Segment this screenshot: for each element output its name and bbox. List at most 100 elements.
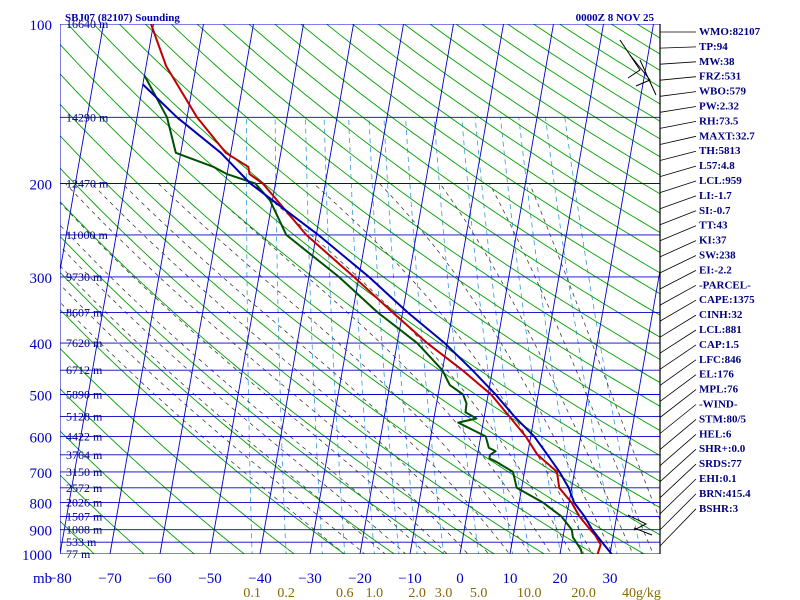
dry-adiabat <box>196 24 660 361</box>
index-value: HEL:6 <box>699 428 732 440</box>
isotherm-line <box>159 24 254 554</box>
moist-adiabat <box>60 283 366 554</box>
sounding-traces <box>142 24 613 554</box>
index-value: BSHR:3 <box>699 503 739 515</box>
pressure-tick-label: 700 <box>30 466 53 482</box>
index-value: RH:73.5 <box>699 115 739 127</box>
dry-adiabat <box>222 24 660 338</box>
dry-adiabats <box>60 24 660 554</box>
wind-connector <box>659 106 697 113</box>
pressure-tick-label: 600 <box>30 430 53 446</box>
temperature-tick-label: −60 <box>148 571 171 587</box>
mixing-ratio-tick-label: 0.6 <box>336 586 354 600</box>
wind-connector <box>659 255 697 274</box>
dry-adiabat <box>325 24 660 254</box>
height-label: 3150 m <box>66 465 103 479</box>
dry-adiabat <box>60 520 95 554</box>
moist-adiabat <box>60 224 427 554</box>
dry-adiabat <box>274 24 660 295</box>
index-value: TT:43 <box>699 220 728 232</box>
isotherm-line <box>60 24 154 554</box>
wind-connector <box>659 344 697 370</box>
wind-connector <box>659 493 697 531</box>
moist-adiabat <box>200 183 552 554</box>
moist-adiabat <box>60 301 346 554</box>
series-parcel-line <box>142 83 613 554</box>
wind-connector <box>659 448 697 482</box>
mixing-ratio-tick-label: 10.0 <box>517 586 542 600</box>
height-label: 1008 m <box>66 523 103 537</box>
wind-connector <box>659 478 697 515</box>
wind-connector <box>659 240 697 258</box>
moist-adiabat <box>489 183 654 554</box>
wind-connector <box>659 463 697 499</box>
wind-connector <box>659 210 697 226</box>
temperature-tick-label: −10 <box>398 571 421 587</box>
height-label: 5890 m <box>66 388 103 402</box>
index-value: CINH:32 <box>699 309 743 321</box>
pressure-tick-label: 1000 <box>22 548 52 564</box>
isotherm-line <box>609 267 660 554</box>
wind-barb <box>619 39 641 79</box>
series-temperature-line <box>150 24 602 554</box>
moist-adiabat <box>60 201 448 554</box>
index-value: SI:-0.7 <box>699 205 731 217</box>
isotherm-line <box>509 24 604 554</box>
wind-connector <box>659 121 697 129</box>
dry-adiabat <box>60 430 195 554</box>
pressure-tick-label: 200 <box>30 178 53 194</box>
mixing-ratio-tick-label: 20.0 <box>571 586 596 600</box>
wind-connector <box>659 404 697 434</box>
wind-connector <box>659 195 697 210</box>
temperature-tick-label: 30 <box>603 571 618 587</box>
height-label: 3764 m <box>66 448 103 462</box>
height-label: 7620 m <box>66 336 103 350</box>
index-value: MAXT:32.7 <box>699 130 755 142</box>
pressure-tick-label: 900 <box>30 524 53 540</box>
wind-connector <box>659 225 697 242</box>
isotherm-line <box>309 24 404 554</box>
index-value: WBO:579 <box>699 86 747 98</box>
series-dewpoint-line <box>143 74 584 554</box>
wind-connector <box>659 150 697 161</box>
pressure-tick-label: 800 <box>30 497 53 513</box>
mixing-ratio-tick-label: 3.0 <box>435 586 453 600</box>
dry-adiabat <box>60 271 396 554</box>
mixing-ratio-tick-label: 1.0 <box>366 586 384 600</box>
dry-adiabat <box>67 24 660 482</box>
isotherm-line <box>559 24 654 554</box>
wind-connector <box>659 508 697 547</box>
index-value: LI:-1.7 <box>699 190 732 202</box>
moist-adiabat <box>122 183 511 554</box>
index-value: SW:238 <box>699 250 736 262</box>
dry-adiabat <box>170 24 660 384</box>
dry-adiabat <box>60 200 496 554</box>
wind-connector <box>659 314 697 338</box>
isotherm-line <box>60 24 104 274</box>
index-value: -PARCEL- <box>699 279 751 291</box>
dry-adiabat <box>60 167 546 554</box>
index-value: -WIND- <box>699 399 738 411</box>
index-value: WMO:82107 <box>699 26 761 38</box>
temperature-tick-label: 10 <box>503 571 518 587</box>
temperature-tick-label: 20 <box>553 571 568 587</box>
height-label: 9730 m <box>66 270 103 284</box>
index-value: SHR+:0.0 <box>699 443 746 455</box>
pressure-tick-label: 300 <box>30 271 53 287</box>
wind-connector <box>659 91 697 97</box>
dry-adiabat <box>60 73 660 536</box>
dry-adiabat <box>92 24 660 456</box>
index-value: TH:5813 <box>699 145 741 157</box>
wind-connector <box>659 359 697 386</box>
mixing-ratio-tick-label: 0.1 <box>243 586 261 600</box>
wind-connector <box>659 329 697 354</box>
moist-adiabat <box>158 183 531 554</box>
temperature-tick-label: −30 <box>298 571 321 587</box>
index-value: STM:80/5 <box>699 413 747 425</box>
index-value: CAP:1.5 <box>699 339 740 351</box>
temperature-tick-label: −20 <box>348 571 371 587</box>
moist-adiabat <box>60 265 386 554</box>
wind-connector <box>659 135 697 145</box>
temperature-tick-label: −70 <box>98 571 121 587</box>
